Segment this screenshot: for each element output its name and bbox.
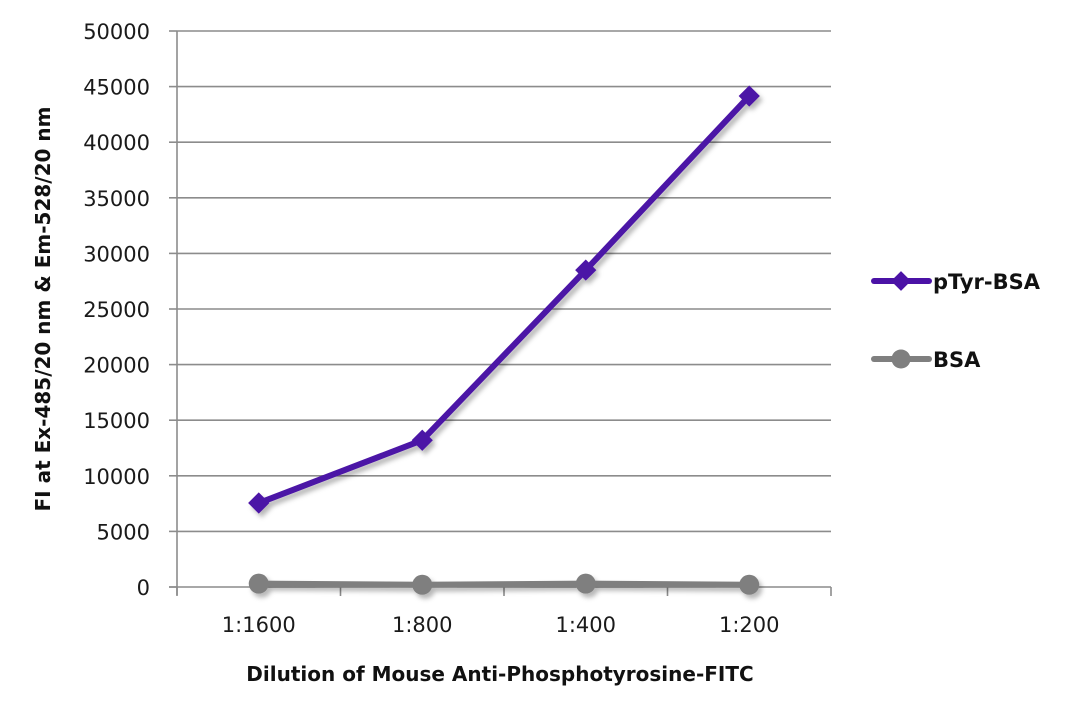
x-tick-label: 1:200 [719, 613, 780, 637]
y-tick-label: 15000 [83, 409, 150, 433]
legend-label: BSA [933, 348, 981, 372]
circle-marker [575, 573, 596, 594]
diamond-marker [575, 259, 597, 281]
diamond-marker [738, 85, 760, 107]
legend-item-bsa: BSA [871, 348, 981, 372]
legend-label: pTyr-BSA [933, 270, 1041, 294]
x-tick-label: 1:1600 [222, 613, 296, 637]
x-tick-label: 1:800 [392, 613, 453, 637]
series-layer [248, 85, 760, 595]
y-tick-label: 25000 [83, 298, 150, 322]
legend: pTyr-BSA BSA [871, 270, 1041, 372]
x-axis-title: Dilution of Mouse Anti-Phosphotyrosine-F… [246, 662, 753, 686]
y-tick-label: 10000 [83, 465, 150, 489]
y-tick-label: 30000 [83, 242, 150, 266]
legend-diamond-icon [891, 271, 911, 291]
y-axis-title: FI at Ex-485/20 nm & Em-528/20 nm [31, 107, 55, 512]
circle-marker [739, 574, 760, 595]
legend-circle-icon [891, 349, 911, 369]
x-axis: 1:1600 1:800 1:400 1:200 [169, 586, 832, 637]
y-tick-label: 45000 [83, 76, 150, 100]
series-ptyr-bsa [248, 85, 760, 514]
y-tick-label: 50000 [83, 20, 150, 44]
y-axis: 0 5000 10000 15000 20000 25000 30000 35000 40000… [83, 20, 178, 600]
legend-item-ptyr-bsa: pTyr-BSA [871, 270, 1041, 294]
series-line [258, 580, 750, 588]
circle-marker [248, 573, 269, 594]
x-tick-label: 1:400 [555, 613, 616, 637]
y-tick-label: 20000 [83, 354, 150, 378]
circle-marker [412, 574, 433, 595]
y-tick-label: 35000 [83, 187, 150, 211]
gridlines [177, 30, 831, 533]
series-line [257, 93, 752, 506]
y-tick-label: 5000 [97, 520, 150, 544]
y-tick-label: 0 [137, 576, 150, 600]
series-bsa [248, 573, 760, 595]
diamond-marker [248, 492, 270, 514]
y-tick-label: 40000 [83, 131, 150, 155]
